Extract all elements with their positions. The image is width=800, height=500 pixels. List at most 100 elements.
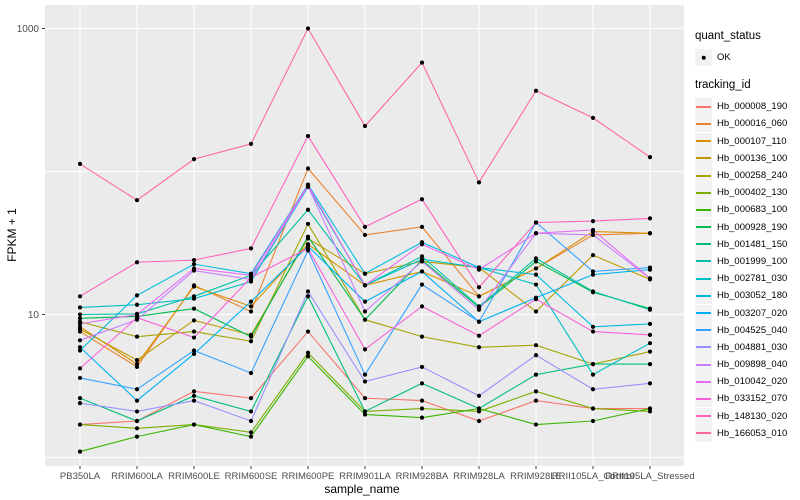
x-tick-label: RRIM600SE [225, 471, 278, 482]
y-tick-label: 10 [28, 310, 40, 321]
data-point [647, 332, 653, 338]
data-point [305, 166, 311, 171]
legend-item: Hb_000258_240 [695, 167, 799, 185]
data-point [419, 398, 425, 403]
x-tick-label: PB350LA [60, 471, 101, 482]
data-point [476, 294, 482, 299]
legend-item-label: Hb_003207_020 [717, 307, 788, 319]
legend-item: Hb_000136_100 [695, 149, 799, 167]
legend-line-swatch [696, 243, 711, 246]
data-point [419, 304, 425, 309]
data-point [647, 216, 653, 221]
data-point [134, 361, 140, 367]
data-point [191, 318, 197, 323]
legend-item-label: Hb_000683_100 [717, 204, 788, 216]
legend-key-line [695, 304, 712, 322]
data-point [191, 329, 197, 334]
data-point [647, 265, 653, 270]
legend-key-line [695, 201, 712, 219]
data-point [362, 224, 368, 229]
data-point [191, 262, 197, 267]
data-point [305, 207, 311, 212]
data-point [191, 393, 197, 398]
data-point [533, 389, 539, 394]
data-point [362, 347, 368, 352]
legend-key-line [695, 407, 712, 425]
data-point [419, 406, 425, 411]
legend-item-label: Hb_001999_100 [717, 255, 788, 267]
legend-line-swatch [696, 346, 711, 349]
data-point [305, 183, 311, 188]
legend-item-label: Hb_000008_190 [717, 101, 788, 113]
legend-key-line [695, 270, 712, 288]
data-point [419, 364, 425, 370]
y-tick-label: 1000 [17, 24, 40, 35]
data-point [134, 302, 140, 307]
data-point [77, 327, 83, 332]
legend-line-swatch [696, 312, 711, 315]
data-point [248, 434, 254, 439]
legend-item-label: Hb_000136_100 [717, 152, 788, 164]
legend-item: Hb_001481_150 [695, 235, 799, 253]
data-point [362, 232, 368, 238]
data-point [419, 269, 425, 274]
legend-item-label: Hb_000107_110 [717, 135, 787, 147]
legend-item: Hb_166053_010 [695, 424, 799, 442]
data-point [77, 366, 83, 371]
legend-item: Hb_000107_110 [695, 132, 799, 150]
data-point [77, 161, 83, 167]
data-point [647, 276, 653, 281]
x-tick-label: RRIM600PE [282, 471, 335, 482]
data-point [362, 396, 368, 401]
legend-section-quant-status: quant_status OK [695, 30, 799, 67]
data-point [248, 334, 254, 339]
data-point [305, 133, 311, 139]
data-point [476, 418, 482, 424]
legend-key-line [695, 390, 712, 408]
x-axis-title: sample_name [324, 482, 400, 496]
data-point [533, 256, 539, 261]
data-point [647, 321, 653, 326]
data-point [419, 224, 425, 229]
data-point [533, 353, 539, 358]
data-point [305, 294, 311, 299]
data-point [419, 259, 425, 264]
data-point [134, 409, 140, 414]
data-point [191, 351, 197, 357]
data-point [134, 426, 140, 431]
legend-item-label: Hb_004881_030 [717, 341, 788, 353]
data-point [476, 333, 482, 338]
data-point [191, 306, 197, 311]
x-tick-label: RRIM928BA [396, 471, 449, 482]
data-point [362, 409, 368, 414]
legend-line-swatch [696, 415, 711, 418]
data-point [77, 321, 83, 326]
data-point [590, 387, 596, 392]
data-point [533, 398, 539, 403]
legend-line-swatch [696, 329, 711, 332]
data-point [362, 299, 368, 304]
x-tick-label: RRIM600LA [111, 471, 163, 482]
data-point [533, 282, 539, 287]
data-point [248, 409, 254, 414]
data-point [533, 259, 539, 264]
axes: 10 1000 PB350LA RRIM600LA RRIM600LE RRIM600SE… [17, 24, 695, 482]
legend-line-swatch [696, 208, 711, 211]
legend-item: Hb_000402_130 [695, 184, 799, 202]
data-point [476, 180, 482, 185]
data-point [647, 406, 653, 411]
data-point [362, 317, 368, 322]
data-point [533, 272, 539, 277]
data-point [647, 409, 653, 414]
x-tick-label: RRIM928LA [453, 471, 505, 482]
legend-item-ok: OK [695, 49, 799, 67]
data-point [362, 309, 368, 314]
data-point [419, 254, 425, 259]
legend-item: Hb_003207_020 [695, 304, 799, 322]
data-point [647, 307, 653, 312]
data-point [191, 348, 197, 353]
data-point [476, 345, 482, 350]
data-point [590, 361, 596, 367]
x-tick-label: RRII105LA_Control [552, 471, 634, 482]
